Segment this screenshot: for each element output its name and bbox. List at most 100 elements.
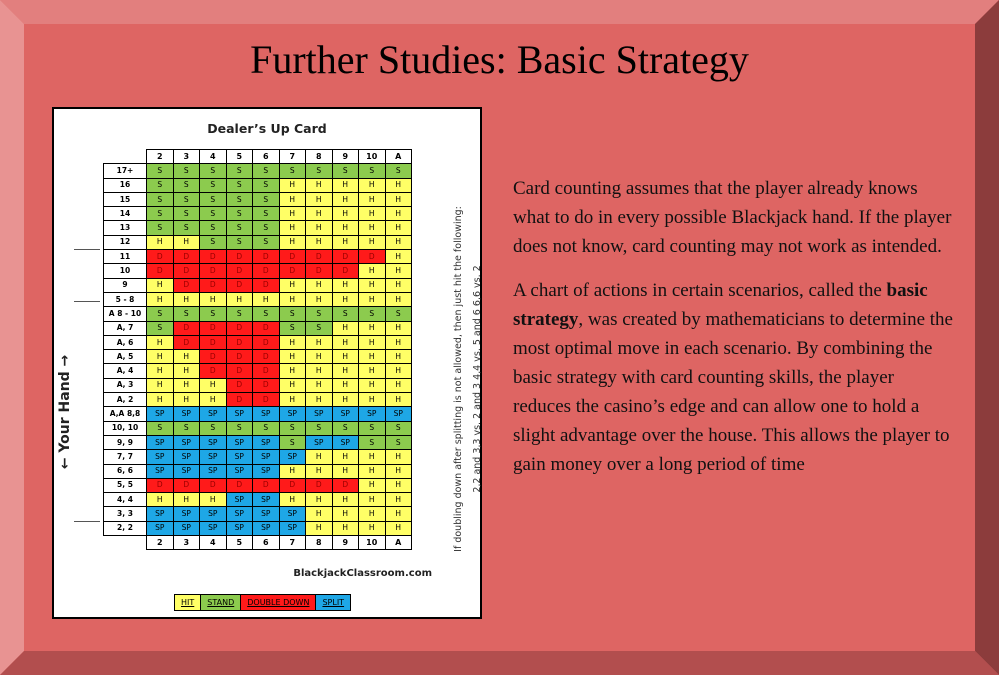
strategy-cell: H <box>358 220 386 236</box>
table-row: 13 S S S S S H H H H H <box>103 220 412 236</box>
dealer-card-header: 5 <box>225 148 253 165</box>
strategy-cell: H <box>146 392 174 408</box>
strategy-cell: S <box>278 420 306 436</box>
strategy-cell: H <box>146 277 174 293</box>
strategy-cell: SP <box>252 463 280 479</box>
strategy-cell: H <box>331 277 359 293</box>
strategy-cell: H <box>278 206 306 222</box>
strategy-cell: H <box>305 206 333 222</box>
strategy-cell: H <box>305 449 333 465</box>
strategy-cell: S <box>225 206 253 222</box>
strategy-cell: SP <box>199 463 227 479</box>
strategy-cell: H <box>358 449 386 465</box>
dealer-card-header: A <box>384 148 412 165</box>
strategy-cell: D <box>252 377 280 394</box>
table-row: 17+ S S S S S S S S S S <box>103 163 412 179</box>
strategy-cell: D <box>172 263 200 279</box>
strategy-cell: H <box>146 377 174 394</box>
strategy-cell: H <box>358 234 386 251</box>
frame-bottom-bevel <box>0 651 999 675</box>
legend-item: HIT <box>175 595 202 610</box>
strategy-cell: S <box>146 163 174 179</box>
strategy-cell: H <box>331 234 359 251</box>
strategy-cell: S <box>146 191 174 208</box>
dealer-card-header: 7 <box>278 148 306 165</box>
strategy-cell: S <box>199 191 227 208</box>
strategy-cell: SP <box>278 506 306 522</box>
strategy-cell: S <box>172 206 200 222</box>
strategy-cell: H <box>384 392 412 408</box>
strategy-cell: D <box>146 249 174 265</box>
strategy-cell: S <box>199 163 227 179</box>
strategy-cell: H <box>358 392 386 408</box>
strategy-cell: D <box>252 477 280 494</box>
strategy-cell: SP <box>252 492 280 508</box>
strategy-cell: S <box>225 220 253 236</box>
strategy-cell: D <box>225 334 253 351</box>
strategy-cell: D <box>252 249 280 265</box>
strategy-cell: H <box>384 277 412 293</box>
strategy-cell: D <box>278 249 306 265</box>
paragraph-2: A chart of actions in certain scenarios,… <box>513 276 953 479</box>
strategy-cell: H <box>172 492 200 508</box>
strategy-cell: SP <box>172 434 200 451</box>
strategy-cell: D <box>199 349 227 365</box>
strategy-cell: H <box>305 334 333 351</box>
strategy-cell: H <box>278 191 306 208</box>
strategy-cell: SP <box>172 506 200 522</box>
strategy-cell: S <box>146 306 174 322</box>
strategy-cell: D <box>252 392 280 408</box>
strategy-cell: H <box>305 277 333 293</box>
strategy-cell: S <box>252 206 280 222</box>
strategy-cell: SP <box>146 434 174 451</box>
strategy-cell: D <box>225 249 253 265</box>
strategy-cell: D <box>199 334 227 351</box>
strategy-cell: SP <box>199 449 227 465</box>
strategy-cell: H <box>172 234 200 251</box>
strategy-cell: D <box>199 363 227 379</box>
dealer-card-header: 6 <box>252 535 280 551</box>
frame-left-bevel <box>0 0 24 675</box>
strategy-cell: H <box>331 291 359 308</box>
bracket-line <box>74 301 100 302</box>
strategy-cell: H <box>278 234 306 251</box>
strategy-cell: S <box>252 220 280 236</box>
strategy-cell: D <box>199 249 227 265</box>
strategy-cell: H <box>358 320 386 336</box>
strategy-cell: H <box>172 291 200 308</box>
strategy-cell: S <box>172 191 200 208</box>
strategy-cell: H <box>305 377 333 394</box>
strategy-cell: SP <box>146 463 174 479</box>
strategy-cell: D <box>225 320 253 336</box>
dealer-card-header: 5 <box>225 535 253 551</box>
strategy-cell: H <box>278 463 306 479</box>
dealer-card-header: 10 <box>358 535 386 551</box>
strategy-cell: H <box>358 291 386 308</box>
strategy-cell: H <box>384 206 412 222</box>
strategy-cell: S <box>305 306 333 322</box>
hand-label: 17+ <box>103 163 147 179</box>
slide-title: Further Studies: Basic Strategy <box>250 37 749 82</box>
strategy-cell: SP <box>252 449 280 465</box>
strategy-cell: H <box>331 492 359 508</box>
strategy-cell: H <box>146 492 174 508</box>
strategy-cell: D <box>225 392 253 408</box>
strategy-cell: H <box>305 220 333 236</box>
hand-label: A, 5 <box>103 349 147 365</box>
strategy-cell: SP <box>384 406 412 422</box>
strategy-cell: H <box>305 349 333 365</box>
table-row: 12 H H S S S H H H H H <box>103 234 412 251</box>
strategy-cell: S <box>146 320 174 336</box>
strategy-cell: SP <box>278 406 306 422</box>
hand-label: 3, 3 <box>103 506 147 522</box>
hand-label: A, 3 <box>103 377 147 394</box>
strategy-cell: D <box>252 320 280 336</box>
strategy-cell: H <box>358 277 386 293</box>
strategy-cell: S <box>358 306 386 322</box>
hand-label: A,A 8,8 <box>103 406 147 422</box>
strategy-cell: H <box>331 363 359 379</box>
strategy-cell: H <box>331 392 359 408</box>
